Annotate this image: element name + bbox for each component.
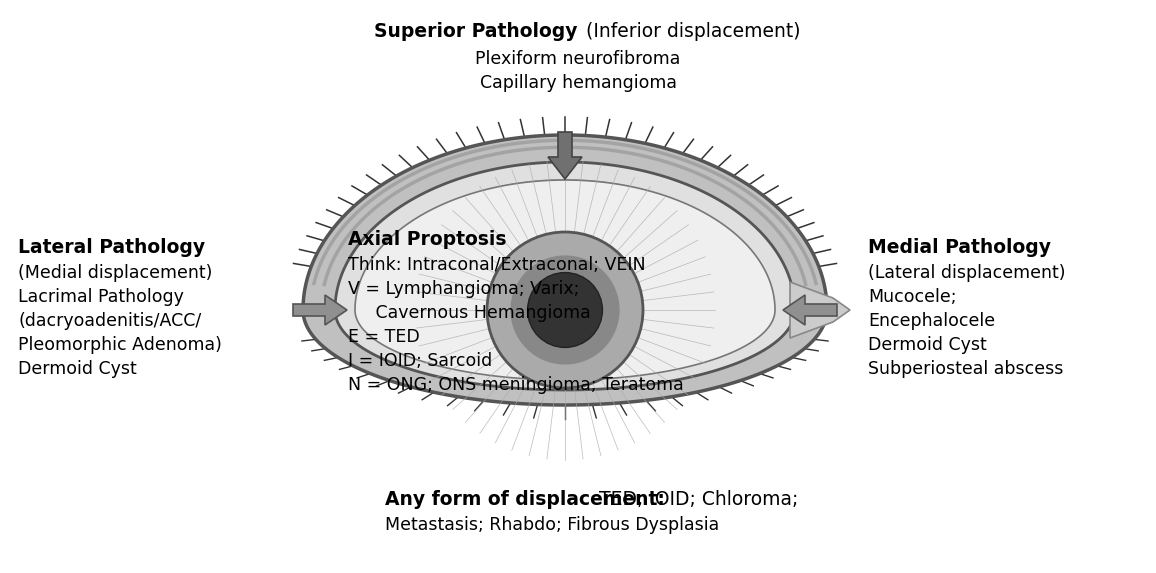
FancyArrow shape bbox=[292, 295, 347, 325]
Text: Dermoid Cyst: Dermoid Cyst bbox=[18, 360, 136, 378]
Text: I = IOID; Sarcoid: I = IOID; Sarcoid bbox=[348, 352, 492, 370]
Text: Lacrimal Pathology: Lacrimal Pathology bbox=[18, 288, 184, 306]
Text: Any form of displacement:: Any form of displacement: bbox=[385, 490, 665, 509]
Text: Capillary hemangioma: Capillary hemangioma bbox=[480, 74, 676, 92]
Text: (dacryoadenitis/ACC/: (dacryoadenitis/ACC/ bbox=[18, 312, 201, 330]
Text: V = Lymphangioma; Varix;: V = Lymphangioma; Varix; bbox=[348, 280, 579, 298]
FancyArrow shape bbox=[783, 295, 837, 325]
Text: E = TED: E = TED bbox=[348, 328, 420, 346]
FancyArrow shape bbox=[548, 132, 581, 179]
Text: Metastasis; Rhabdo; Fibrous Dysplasia: Metastasis; Rhabdo; Fibrous Dysplasia bbox=[385, 516, 719, 534]
Text: (Medial displacement): (Medial displacement) bbox=[18, 264, 213, 282]
Text: Pleomorphic Adenoma): Pleomorphic Adenoma) bbox=[18, 336, 222, 354]
Text: Lateral Pathology: Lateral Pathology bbox=[18, 238, 205, 257]
Polygon shape bbox=[335, 162, 795, 390]
Text: (Lateral displacement): (Lateral displacement) bbox=[868, 264, 1066, 282]
Text: Superior Pathology: Superior Pathology bbox=[375, 22, 578, 41]
Text: Think: Intraconal/Extraconal; VEIN: Think: Intraconal/Extraconal; VEIN bbox=[348, 256, 645, 274]
Text: Encephalocele: Encephalocele bbox=[868, 312, 995, 330]
Text: Plexiform neurofibroma: Plexiform neurofibroma bbox=[475, 50, 681, 68]
Text: Cavernous Hemangioma: Cavernous Hemangioma bbox=[348, 304, 591, 322]
Text: Axial Proptosis: Axial Proptosis bbox=[348, 230, 506, 249]
Polygon shape bbox=[303, 135, 827, 405]
Circle shape bbox=[511, 256, 620, 364]
Text: (Inferior displacement): (Inferior displacement) bbox=[580, 22, 800, 41]
Polygon shape bbox=[355, 180, 775, 380]
Text: N = ONG; ONS meningioma; Teratoma: N = ONG; ONS meningioma; Teratoma bbox=[348, 376, 683, 394]
Polygon shape bbox=[790, 282, 850, 338]
Circle shape bbox=[527, 273, 602, 347]
Circle shape bbox=[487, 232, 643, 388]
Text: Medial Pathology: Medial Pathology bbox=[868, 238, 1051, 257]
Text: Subperiosteal abscess: Subperiosteal abscess bbox=[868, 360, 1064, 378]
Text: TED; IOID; Chloroma;: TED; IOID; Chloroma; bbox=[593, 490, 799, 509]
Text: Dermoid Cyst: Dermoid Cyst bbox=[868, 336, 987, 354]
Text: Mucocele;: Mucocele; bbox=[868, 288, 956, 306]
